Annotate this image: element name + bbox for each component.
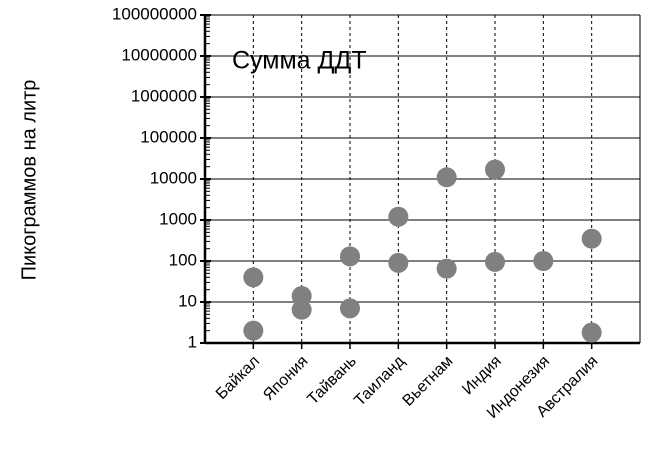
data-point [388, 206, 409, 227]
x-tick-label: Таиланд [351, 352, 408, 409]
data-point [581, 228, 602, 249]
data-point [581, 322, 602, 343]
data-point [388, 252, 409, 273]
data-point [436, 167, 457, 188]
data-point [485, 159, 505, 180]
data-point [485, 251, 505, 272]
data-point [436, 258, 457, 279]
data-point [533, 251, 554, 271]
data-point [243, 267, 264, 288]
y-tick-label: 10000 [150, 168, 197, 187]
y-tick-label: 1000 [159, 209, 197, 228]
data-point [340, 246, 360, 267]
data-point [340, 298, 360, 319]
y-tick-label: 100 [169, 250, 197, 269]
y-tick-label: 10000000 [121, 45, 197, 64]
data-point [291, 286, 312, 307]
y-tick-label: 1000000 [131, 86, 197, 105]
x-tick-label: Тайвань [304, 353, 359, 408]
data-point [243, 320, 264, 341]
chart-title: Сумма ДДТ [232, 47, 367, 75]
x-tick-label: Байкал [213, 353, 263, 403]
y-tick-label: 100000 [140, 127, 197, 146]
data-point [291, 299, 312, 320]
y-tick-label: 1 [188, 332, 197, 351]
y-tick-label: 100000000 [112, 4, 197, 23]
y-axis-label: Пикограммов на литр [18, 80, 40, 281]
x-tick-label: Вьетнам [400, 353, 457, 410]
y-tick-label: 10 [178, 291, 197, 310]
x-tick-label: Индия [459, 353, 504, 398]
